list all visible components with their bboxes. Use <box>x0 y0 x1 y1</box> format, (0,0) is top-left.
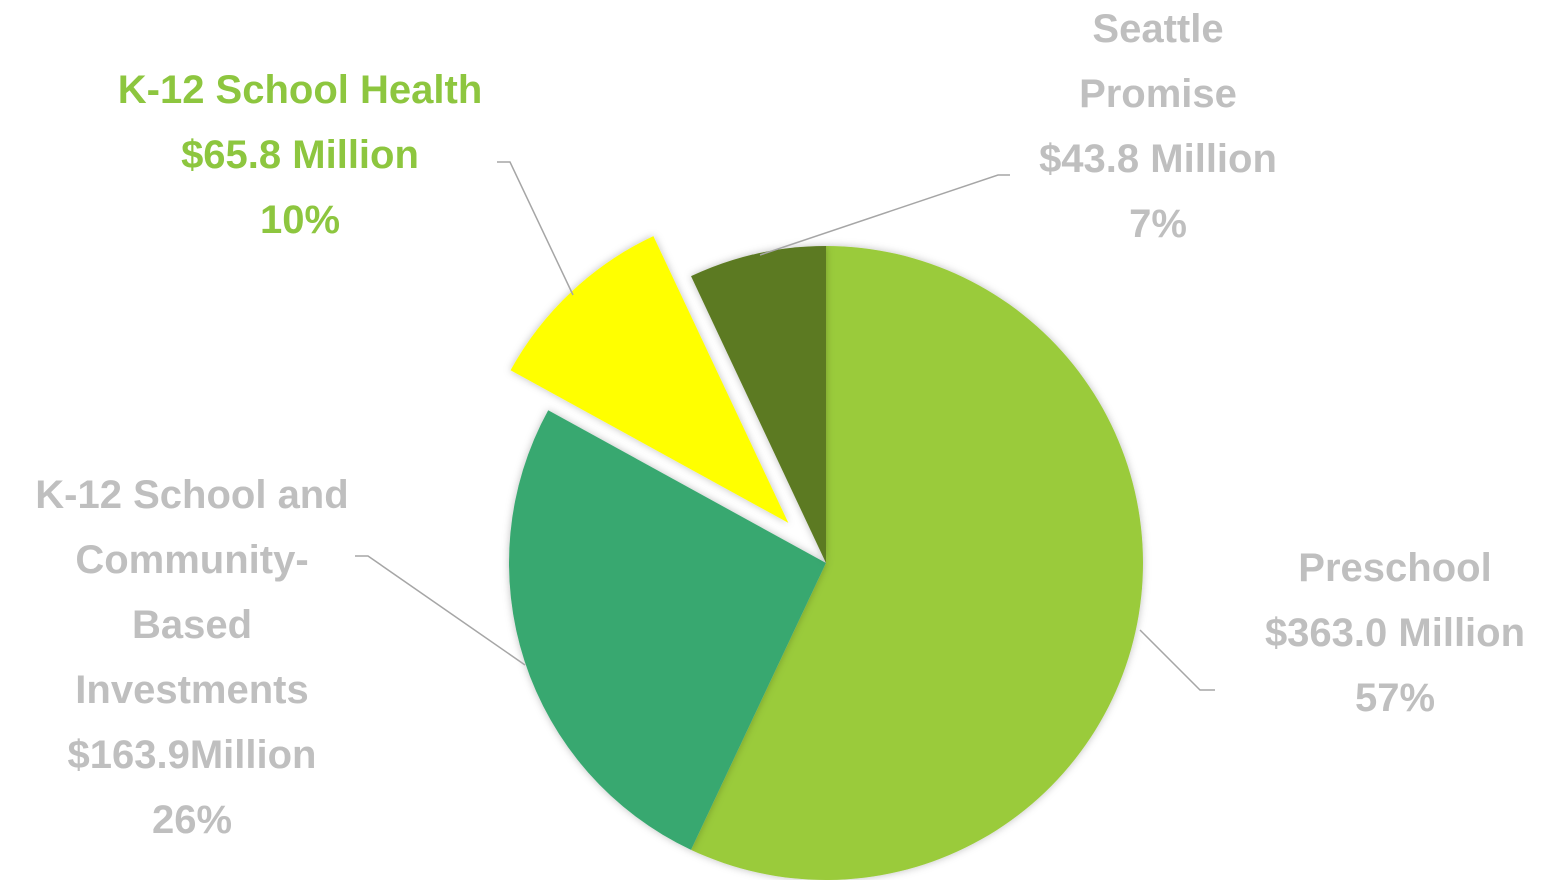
data-label: K-12 School and Community-Based Investme… <box>12 463 372 853</box>
label-percent: 57% <box>1354 676 1436 720</box>
label-name: Seattle Promise <box>1079 7 1237 116</box>
data-label: K-12 School Health $65.8 Million 10% <box>60 58 540 253</box>
label-name: Preschool <box>1298 546 1492 590</box>
data-label: Seattle Promise $43.8 Million 7% <box>1008 0 1308 257</box>
data-label: Preschool $363.0 Million 57% <box>1245 536 1545 731</box>
label-percent: 10% <box>259 198 341 242</box>
label-amount: $43.8 Million <box>1039 137 1277 181</box>
label-name: K-12 School and Community-Based Investme… <box>35 473 349 712</box>
label-name: K-12 School Health <box>117 68 483 112</box>
leader-line <box>497 161 574 296</box>
leader-line <box>1139 629 1215 691</box>
pie-slice <box>510 236 789 523</box>
label-amount: $65.8 Million <box>181 133 419 177</box>
label-percent: 26% <box>151 798 233 842</box>
pie-slice <box>691 246 826 563</box>
pie-slice <box>509 410 826 850</box>
label-amount: $163.9Million <box>67 733 317 777</box>
label-percent: 7% <box>1129 202 1187 246</box>
leader-line <box>355 555 526 666</box>
pie <box>509 236 1143 880</box>
label-amount: $363.0 Million <box>1264 611 1526 655</box>
pie-slice <box>691 246 1143 880</box>
leader-line <box>759 174 1010 256</box>
